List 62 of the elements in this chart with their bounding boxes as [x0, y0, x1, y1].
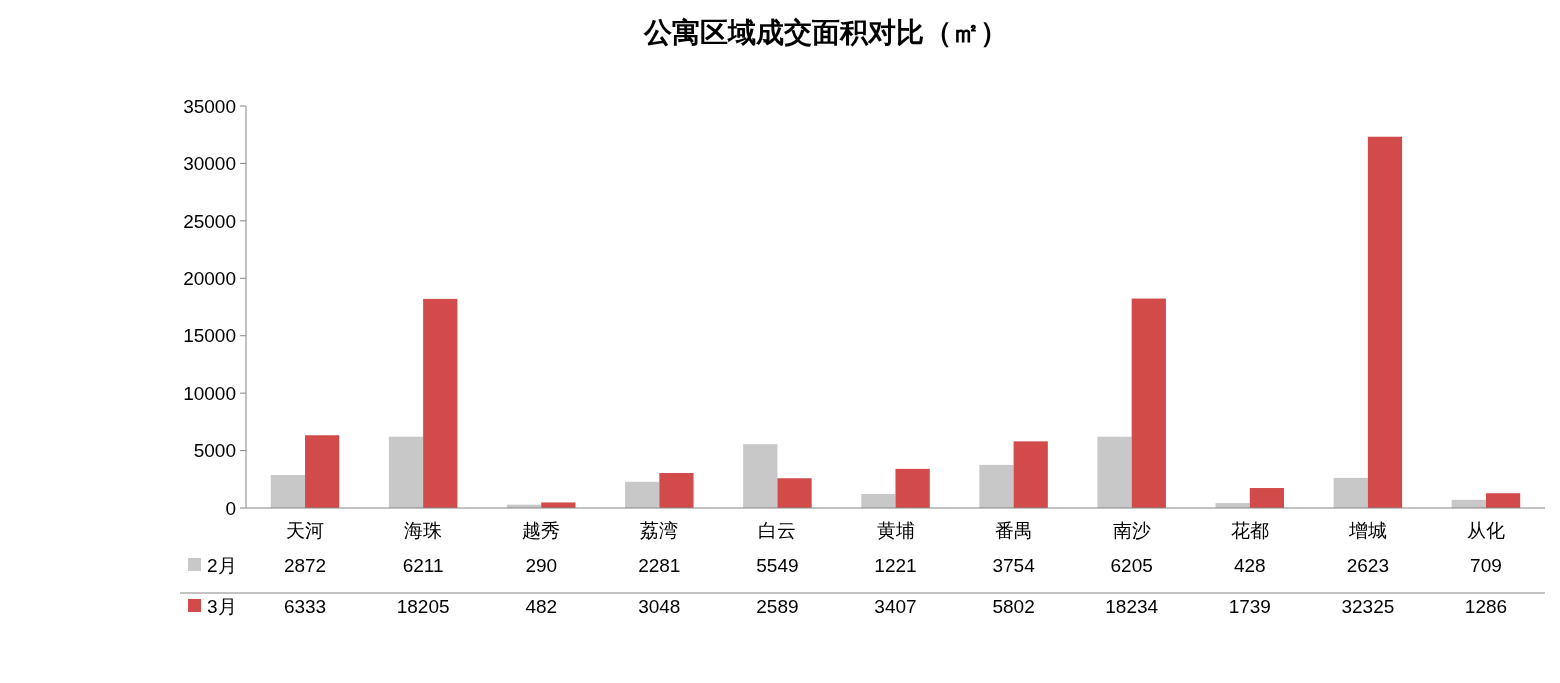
x-tick-label: 天河 [286, 520, 325, 541]
data-label: 428 [1233, 555, 1266, 576]
data-label: 5802 [992, 596, 1035, 617]
bar [1249, 488, 1285, 508]
legend-label: 3月 [207, 596, 237, 617]
bar [1367, 136, 1403, 508]
bar [979, 464, 1014, 508]
data-label: 6333 [283, 596, 327, 617]
bar [305, 435, 340, 508]
x-tick-label: 黄埔 [876, 520, 915, 541]
y-tick-label: 20000 [183, 267, 236, 289]
data-label: 709 [1470, 555, 1502, 576]
bar [1485, 493, 1521, 508]
data-label: 482 [525, 596, 558, 617]
data-label: 2872 [283, 555, 327, 576]
data-label: 3407 [874, 596, 917, 617]
y-tick-label: 35000 [183, 95, 236, 117]
bar [659, 472, 694, 508]
bar [1131, 298, 1166, 508]
data-label: 3048 [638, 596, 681, 617]
bar [423, 298, 458, 508]
data-label: 18205 [396, 596, 450, 617]
bar [1333, 477, 1368, 508]
data-label: 1221 [874, 555, 917, 576]
data-label: 6211 [402, 555, 444, 576]
legend-label: 2月 [207, 555, 237, 576]
data-label: 2589 [756, 596, 799, 617]
data-label: 6205 [1110, 555, 1153, 576]
y-tick-label: 5000 [193, 440, 236, 462]
bar [1097, 436, 1132, 508]
x-tick-label: 从化 [1466, 520, 1505, 541]
bar [777, 478, 812, 508]
data-label: 1739 [1228, 596, 1271, 617]
bar [861, 493, 896, 508]
data-label: 5549 [756, 555, 799, 576]
bar [625, 481, 660, 508]
x-tick-label: 越秀 [522, 520, 561, 541]
data-label: 3754 [992, 555, 1036, 576]
x-tick-label: 海珠 [404, 520, 443, 541]
y-tick-label: 25000 [183, 210, 236, 232]
data-label: 18234 [1105, 596, 1159, 617]
x-tick-label: 南沙 [1112, 520, 1151, 541]
x-tick-label: 花都 [1230, 520, 1269, 541]
bar [1013, 441, 1048, 508]
x-tick-label: 白云 [758, 520, 797, 541]
x-tick-label: 增城 [1347, 520, 1387, 541]
bar [743, 444, 778, 508]
chart-title: 公寓区域成交面积对比（㎡） [642, 17, 1008, 48]
data-label: 2281 [638, 555, 681, 576]
data-label: 290 [525, 555, 558, 576]
bar [270, 475, 306, 508]
x-tick-label: 荔湾 [640, 520, 679, 541]
data-label: 2623 [1346, 555, 1389, 576]
data-label: 1286 [1464, 596, 1508, 617]
y-tick-label: 15000 [183, 325, 236, 347]
data-label: 32325 [1341, 596, 1395, 617]
bar [895, 468, 930, 508]
y-tick-label: 30000 [183, 153, 236, 175]
x-tick-label: 番禺 [994, 520, 1033, 541]
y-tick-label: 0 [225, 497, 236, 519]
y-tick-label: 10000 [183, 382, 236, 404]
bar [388, 436, 424, 508]
